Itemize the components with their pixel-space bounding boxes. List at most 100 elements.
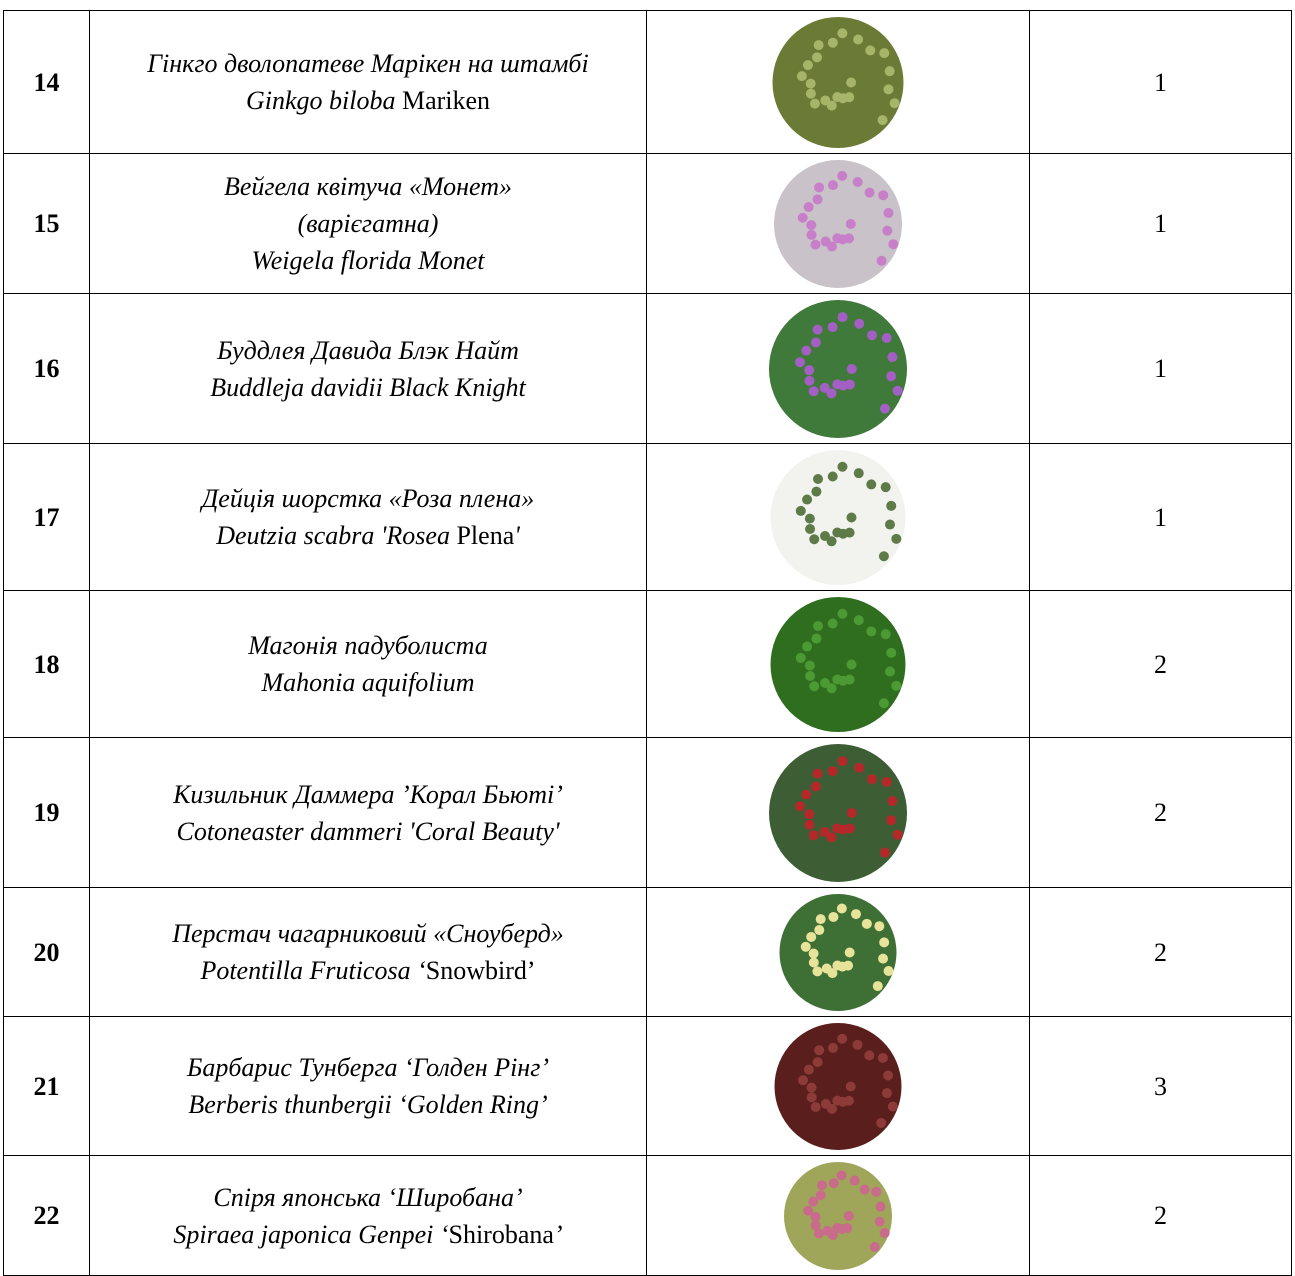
plant-detail bbox=[846, 512, 857, 522]
row-number: 15 bbox=[3, 153, 90, 294]
plant-detail bbox=[866, 478, 877, 489]
plant-image-cell bbox=[646, 590, 1030, 738]
plant-detail bbox=[877, 1052, 888, 1063]
plant-detail bbox=[874, 920, 885, 931]
plant-detail bbox=[846, 77, 857, 87]
plant-detail bbox=[802, 59, 813, 70]
table-row: 22 Спіря японська ‘Широбана’ Spiraea japon… bbox=[3, 1155, 1292, 1276]
plant-detail bbox=[820, 236, 831, 247]
plant-image-cell bbox=[646, 153, 1030, 294]
plant-image-cell bbox=[646, 887, 1030, 1017]
plant-crown bbox=[774, 1022, 902, 1150]
plant-detail bbox=[878, 697, 889, 708]
plant-image-cell bbox=[646, 737, 1030, 888]
plant-detail bbox=[880, 628, 891, 639]
plant-detail bbox=[810, 780, 821, 791]
plant-crown bbox=[772, 16, 904, 148]
plant-detail bbox=[820, 1098, 831, 1109]
plant-detail bbox=[819, 677, 830, 688]
name-segment: Mahonia aquifolium bbox=[261, 668, 475, 697]
plant-detail bbox=[879, 403, 890, 414]
table-row: 15 Вейгела квітуча «Монет» (варієгатна) Wei… bbox=[3, 153, 1292, 294]
plant-detail bbox=[809, 533, 820, 544]
plant-name: Перстач чагарниковий «Сноуберд» Potentill… bbox=[89, 887, 647, 1017]
plant-image-cell bbox=[646, 1155, 1030, 1276]
plant-image bbox=[772, 16, 904, 148]
plant-detail bbox=[815, 1189, 826, 1200]
plant-crown bbox=[770, 596, 906, 732]
plant-detail bbox=[884, 65, 895, 76]
plant-detail bbox=[879, 847, 890, 858]
plant-detail bbox=[874, 1216, 885, 1227]
name-line: Berberis thunbergii ‘Golden Ring’ bbox=[90, 1086, 646, 1123]
plant-name: Дейція шорстка «Роза плена» Deutzia scabr… bbox=[89, 443, 647, 591]
plant-detail bbox=[808, 947, 819, 958]
plant-image-cell bbox=[646, 1016, 1030, 1156]
quantity: 1 bbox=[1029, 443, 1292, 591]
plant-detail bbox=[846, 807, 857, 818]
plant-crown bbox=[770, 449, 906, 585]
plant-detail bbox=[809, 680, 820, 691]
plant-detail bbox=[846, 659, 857, 669]
plant-detail bbox=[801, 345, 812, 356]
plant-detail bbox=[819, 382, 830, 393]
plant-detail bbox=[806, 219, 817, 230]
plant-detail bbox=[802, 641, 813, 652]
plant-detail bbox=[866, 625, 877, 636]
plant-detail bbox=[804, 513, 815, 524]
plant-image bbox=[784, 1161, 892, 1270]
plant-detail bbox=[821, 963, 832, 974]
plant-detail bbox=[808, 1196, 819, 1207]
name-line: Weigela florida Monet bbox=[90, 242, 646, 279]
plant-detail bbox=[864, 1049, 875, 1060]
plant-detail bbox=[826, 831, 837, 842]
name-line: Кизильник Даммера ’Корал Бьюті’ bbox=[90, 776, 646, 813]
table-row: 18 Магонія падуболиста Mahonia aquifolium 2 bbox=[3, 590, 1292, 738]
plant-detail bbox=[883, 207, 894, 218]
plant-detail bbox=[852, 1039, 863, 1050]
plant-detail bbox=[878, 550, 889, 561]
name-line: Спіря японська ‘Широбана’ bbox=[90, 1179, 646, 1216]
name-segment: Вейгела квітуча «Монет» bbox=[223, 172, 513, 201]
plant-detail bbox=[832, 674, 843, 685]
plant-detail bbox=[806, 931, 817, 942]
plant-detail bbox=[814, 1044, 825, 1055]
table-body: 14 Гінкго дволопатеве Марікен на штамбі Gi… bbox=[3, 10, 1292, 1276]
plant-detail bbox=[859, 1184, 870, 1195]
plant-detail bbox=[827, 765, 838, 776]
name-segment: Cotoneaster dammeri 'Coral Beauty' bbox=[176, 816, 560, 846]
plant-detail bbox=[832, 960, 843, 971]
plant-detail bbox=[806, 1091, 817, 1102]
plant-detail bbox=[881, 1087, 892, 1098]
plant-detail bbox=[805, 670, 816, 681]
plant-detail bbox=[806, 1082, 817, 1093]
name-line: Вейгела квітуча «Монет» bbox=[90, 168, 646, 205]
plant-detail bbox=[881, 776, 892, 787]
plant-detail bbox=[819, 530, 830, 541]
plant-detail bbox=[812, 1056, 823, 1067]
quantity: 1 bbox=[1029, 153, 1292, 294]
plant-detail bbox=[872, 980, 883, 991]
plant-image bbox=[770, 596, 906, 732]
plant-detail bbox=[827, 617, 838, 628]
plant-detail bbox=[883, 1070, 894, 1081]
plant-detail bbox=[817, 1179, 828, 1190]
plant-detail bbox=[810, 1219, 821, 1230]
plant-detail bbox=[797, 1074, 808, 1085]
name-segment: Гінкго дволопатеве Марікен на штамбі bbox=[147, 49, 589, 78]
plant-detail bbox=[827, 321, 838, 332]
name-segment: Spiraea japonica Genpei ‘ bbox=[173, 1219, 449, 1249]
row-number: 14 bbox=[3, 10, 90, 154]
name-segment: ‘ bbox=[410, 956, 426, 985]
plant-detail bbox=[805, 88, 816, 99]
plant-detail bbox=[815, 913, 826, 924]
plant-detail bbox=[885, 666, 896, 677]
plant-detail bbox=[853, 467, 864, 478]
plant-detail bbox=[886, 647, 897, 658]
plant-detail bbox=[797, 212, 808, 223]
name-segment: ' bbox=[514, 521, 520, 550]
plant-detail bbox=[864, 187, 875, 198]
plant-detail bbox=[800, 941, 811, 952]
plant-detail bbox=[837, 27, 848, 38]
name-segment: Ginkgo biloba bbox=[245, 86, 396, 115]
